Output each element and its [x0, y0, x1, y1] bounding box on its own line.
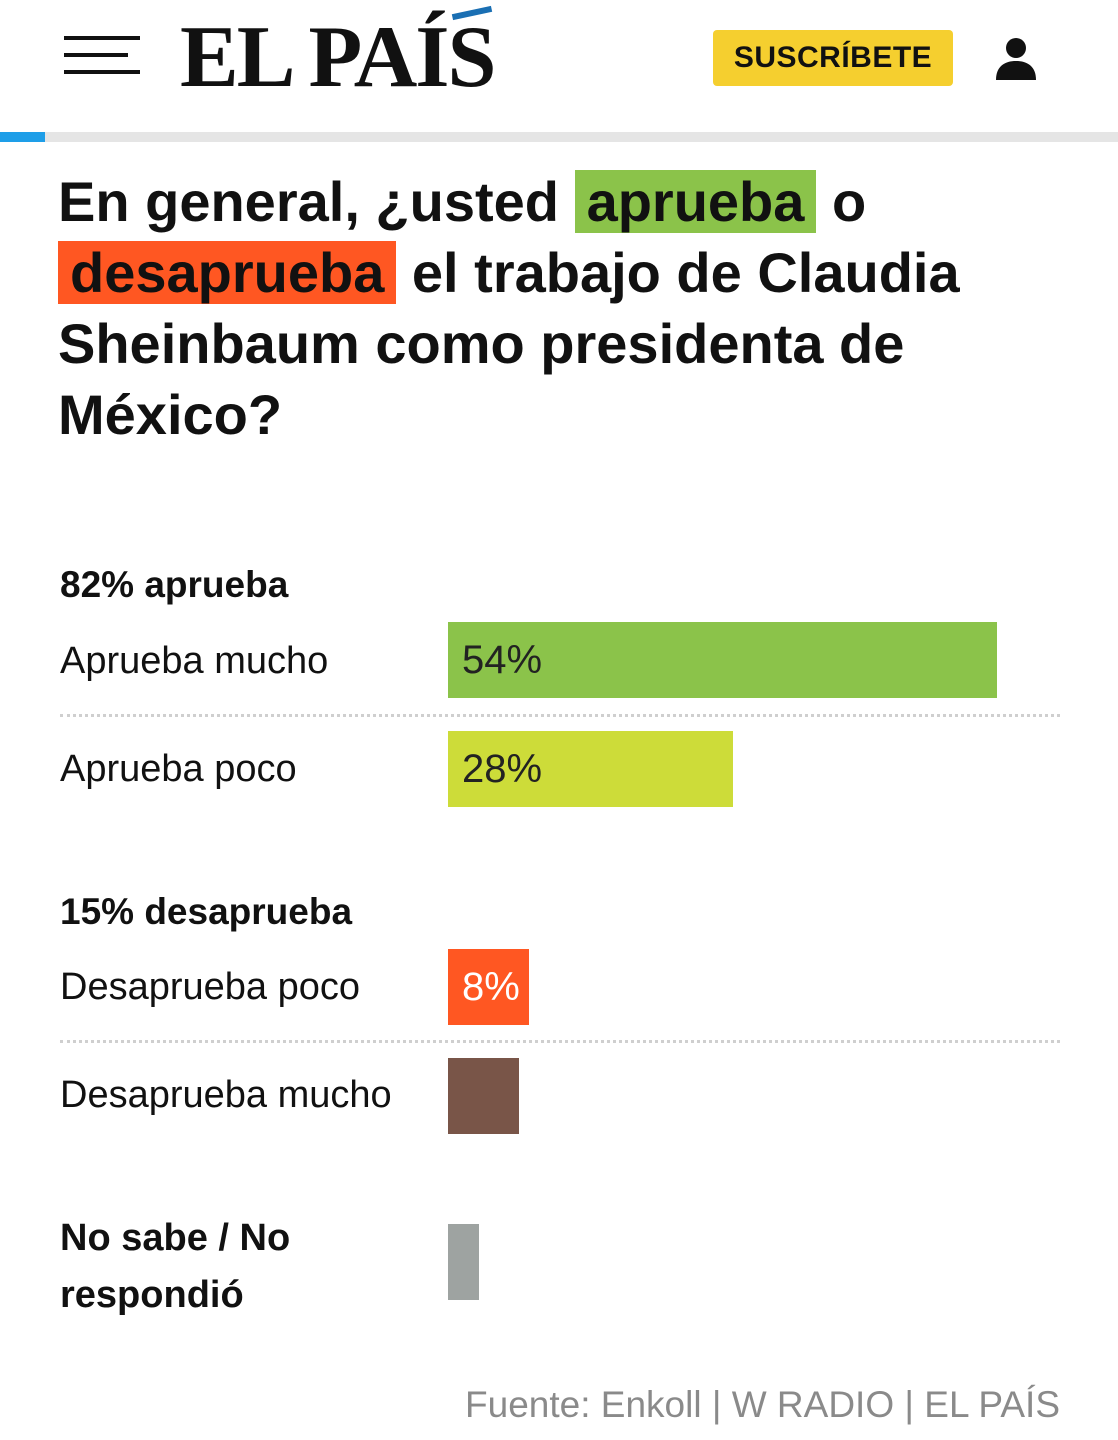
bar-desaprueba-mucho — [448, 1058, 519, 1134]
user-account-icon[interactable] — [992, 34, 1040, 80]
title-text-part1: En general, ¿usted — [58, 170, 575, 233]
site-logo[interactable]: EL PAÍS — [180, 9, 496, 106]
disapprove-group-label: 15% desaprueba — [60, 891, 353, 932]
row-label-no-sabe: No sabe / No respondió — [60, 1217, 291, 1316]
title-highlight-disapprove: desaprueba — [58, 241, 397, 304]
bar-value-label: 28% — [462, 746, 543, 791]
reading-progress-fill — [0, 132, 45, 142]
bar-aprueba-mucho: 54% — [448, 622, 997, 698]
row-label-desaprueba-poco: Desaprueba poco — [60, 966, 360, 1008]
bar-no-sabe — [448, 1224, 479, 1300]
site-header: EL PAÍS SUSCRÍBETE — [0, 0, 1118, 132]
bar-value-label: 8% — [462, 964, 520, 1009]
reading-progress-bar — [0, 132, 1118, 142]
row-divider — [60, 714, 1060, 717]
bar-value-label: 54% — [462, 637, 543, 682]
bar-aprueba-poco: 28% — [448, 731, 733, 807]
approve-group-label: 82% aprueba — [60, 564, 289, 605]
hamburger-menu-icon[interactable] — [64, 36, 140, 76]
row-label-aprueba-poco: Aprueba poco — [60, 748, 297, 790]
title-text-part2: o — [816, 170, 867, 233]
bar-desaprueba-poco: 8% — [448, 949, 529, 1025]
title-text-part3: el trabajo de Claudia Sheinbaum como pre… — [58, 241, 960, 446]
row-label-aprueba-mucho: Aprueba mucho — [60, 640, 329, 682]
title-highlight-approve: aprueba — [574, 170, 817, 233]
subscribe-button[interactable]: SUSCRÍBETE — [713, 30, 953, 86]
row-divider — [60, 1040, 1060, 1043]
row-label-desaprueba-mucho: Desaprueba mucho — [60, 1074, 392, 1116]
source-credit: Fuente: Enkoll | W RADIO | EL PAÍS — [465, 1384, 1060, 1425]
chart-title: En general, ¿usted aprueba o desaprueba … — [58, 166, 1078, 450]
